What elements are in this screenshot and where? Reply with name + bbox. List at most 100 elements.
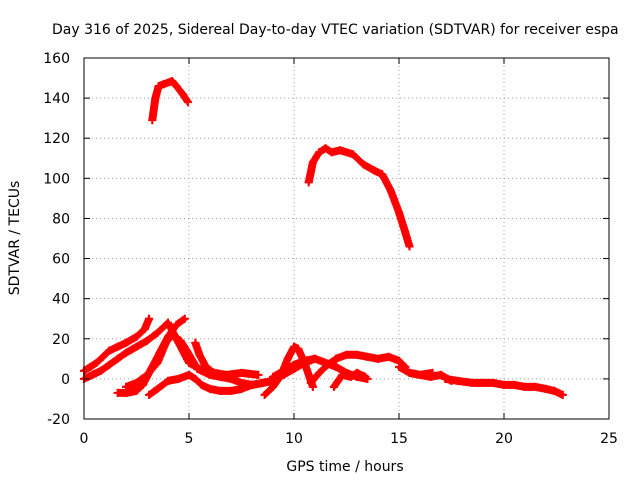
series-markers (306, 350, 410, 387)
data-point (210, 368, 219, 377)
data-point (437, 370, 445, 379)
data-point (96, 366, 105, 375)
series-track-8 (191, 338, 263, 379)
x-tick-label: 0 (80, 431, 89, 447)
data-point (479, 378, 487, 387)
data-point (105, 346, 114, 355)
data-point (374, 354, 382, 363)
data-point (153, 358, 162, 367)
data-point (143, 370, 151, 379)
data-point (161, 338, 170, 347)
data-point (308, 158, 317, 167)
x-tick-label: 25 (600, 431, 618, 447)
data-point (237, 368, 246, 377)
data-point (122, 382, 130, 391)
data-point (183, 98, 192, 107)
data-point (428, 368, 437, 377)
y-tick-label: 140 (43, 91, 70, 107)
data-point (178, 90, 187, 99)
data-point (550, 386, 559, 395)
data-point (353, 350, 361, 359)
data-point (164, 376, 172, 385)
data-point (113, 354, 122, 363)
y-tick-label: 160 (43, 51, 70, 67)
data-point (348, 150, 357, 159)
data-point (216, 386, 225, 395)
data-point (304, 178, 313, 187)
data-point (193, 364, 202, 373)
data-point (279, 366, 288, 375)
x-tick-label: 5 (185, 431, 194, 447)
data-point (191, 374, 200, 383)
data-point (182, 346, 191, 355)
data-point (346, 372, 355, 381)
x-axis: 0 5 10 15 20 25 (80, 58, 618, 447)
data-point (315, 148, 324, 157)
data-point (342, 350, 351, 359)
series-track-1 (148, 77, 192, 125)
y-tick-label: 20 (52, 332, 70, 348)
y-axis: -20 0 20 40 60 80 100 120 140 160 (43, 51, 609, 428)
data-point (132, 342, 141, 351)
data-point (201, 362, 210, 371)
data-point (369, 166, 378, 175)
data-point (405, 368, 414, 377)
data-point (269, 382, 277, 391)
data-series (80, 77, 567, 399)
y-tick-label: 120 (43, 131, 70, 147)
data-point (405, 242, 414, 251)
data-point (258, 378, 267, 387)
series-track-15 (441, 374, 567, 399)
y-tick-label: 60 (52, 252, 70, 268)
data-point (180, 314, 189, 323)
series-track-12 (329, 368, 370, 391)
series-markers (304, 144, 414, 251)
data-point (521, 382, 529, 391)
data-point (453, 376, 462, 385)
data-point (489, 378, 498, 387)
data-point (153, 384, 162, 393)
data-point (384, 352, 393, 361)
data-point (195, 350, 204, 359)
data-point (113, 342, 122, 351)
data-point (164, 318, 172, 327)
data-point (132, 386, 141, 395)
data-point (227, 386, 235, 395)
x-tick-label: 15 (390, 431, 408, 447)
series-track-3 (80, 314, 154, 375)
y-tick-label: 40 (52, 292, 70, 308)
data-point (558, 390, 567, 399)
data-point (386, 186, 395, 195)
x-tick-label: 20 (495, 431, 513, 447)
data-point (542, 384, 550, 393)
data-point (321, 144, 330, 153)
data-point (143, 336, 151, 345)
data-point (248, 380, 256, 389)
data-point (336, 146, 345, 155)
data-point (323, 360, 332, 369)
data-point (332, 362, 340, 371)
series-track-2 (304, 144, 414, 251)
grid-lines (84, 58, 609, 419)
data-point (153, 328, 162, 337)
data-point (401, 228, 410, 237)
y-tick-label: -20 (47, 412, 70, 428)
x-axis-title: GPS time / hours (286, 459, 403, 475)
data-point (132, 332, 141, 341)
data-point (145, 390, 154, 399)
data-point (361, 372, 370, 381)
data-point (151, 94, 160, 103)
data-point (468, 378, 477, 387)
data-point (300, 356, 309, 365)
data-point (311, 354, 319, 363)
data-point (86, 362, 95, 371)
data-point (510, 380, 519, 389)
data-point (378, 170, 387, 179)
data-point (283, 354, 292, 363)
data-point (148, 116, 157, 125)
y-tick-label: 0 (61, 372, 70, 388)
data-point (290, 342, 298, 351)
x-tick-label: 10 (285, 431, 303, 447)
data-point (416, 370, 424, 379)
